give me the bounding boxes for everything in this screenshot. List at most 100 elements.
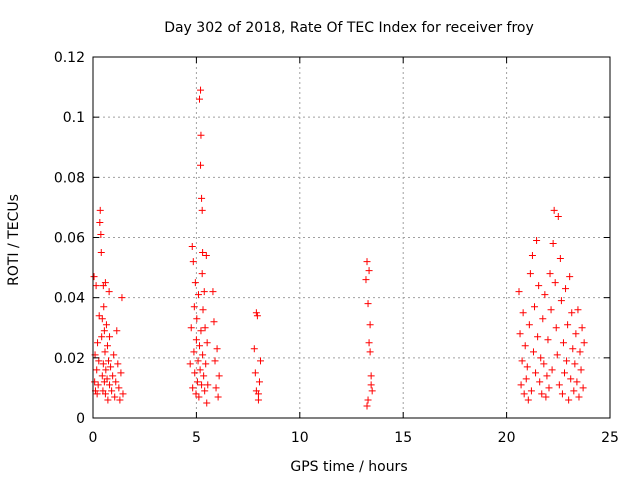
data-point [186,360,194,368]
data-point [528,252,536,260]
data-point [99,360,107,368]
y-axis-label: ROTI / TECUs [6,194,22,286]
data-point [542,393,550,401]
data-point [532,369,540,377]
x-tick-label: 5 [192,430,201,446]
data-point [522,375,530,383]
data-point [215,372,223,380]
data-point [517,381,525,389]
data-point [526,270,534,278]
data-point [116,396,124,404]
data-point [199,249,207,257]
data-point [200,372,208,380]
data-point [193,315,201,323]
y-tick-label: 0.08 [54,170,85,186]
data-point [563,357,571,365]
data-point [97,249,105,257]
data-point [119,390,127,398]
axis-ticks [92,56,611,419]
data-point [525,321,533,329]
data-point [196,342,204,350]
data-point [101,390,109,398]
data-point [105,288,113,296]
data-point [574,306,582,314]
data-point [102,321,110,329]
data-point [559,339,567,347]
data-point [198,194,206,202]
data-point [570,387,578,395]
data-point [98,372,106,380]
data-point [101,279,109,287]
data-point [543,372,551,380]
data-point [576,348,584,356]
data-point [527,387,535,395]
data-point [190,348,198,356]
data-point [98,333,106,341]
data-point [95,357,103,365]
data-point [198,206,206,214]
data-point [367,381,375,389]
data-point [202,360,210,368]
data-point [201,324,209,332]
x-tick-label: 20 [498,430,516,446]
data-point [198,381,206,389]
data-point [97,230,105,238]
data-point [118,294,126,302]
data-point [366,348,374,356]
data-point [92,282,100,290]
data-point [257,357,265,365]
data-point [115,384,123,392]
data-point [561,369,569,377]
data-point [537,354,545,362]
data-point [193,378,201,386]
data-point [98,315,106,323]
data-point [579,384,587,392]
data-point [191,369,199,377]
data-point [564,321,572,329]
data-point [117,369,125,377]
data-point [199,351,207,359]
data-point [254,390,262,398]
data-point [516,330,524,338]
data-point [578,324,586,332]
data-point [518,357,526,365]
data-point [108,387,116,395]
data-point [554,212,562,220]
data-point [565,396,573,404]
data-point [519,309,527,317]
data-point [529,348,537,356]
data-point [569,345,577,353]
data-point [568,309,576,317]
data-point [541,291,549,299]
data-point [196,366,204,374]
data-point [573,378,581,386]
data-point [540,360,548,368]
x-axis-label: GPS time / hours [290,459,407,475]
data-point [546,270,554,278]
data-point [553,351,561,359]
data-point [94,381,102,389]
data-point [539,315,547,323]
data-point [365,267,373,275]
data-point [101,348,109,356]
data-point [577,366,585,374]
data-point [580,339,588,347]
data-point [197,131,205,139]
data-point [194,357,202,365]
data-point [204,381,212,389]
data-point [551,279,559,287]
data-point [366,321,374,329]
data-point [254,396,262,404]
data-point [103,342,111,350]
data-point [91,378,99,386]
data-point [107,363,115,371]
y-tick-label: 0.04 [54,291,85,307]
data-point [93,366,101,374]
data-point [363,402,371,410]
data-point [556,255,564,263]
data-point [575,393,583,401]
data-point [552,324,560,332]
data-point [194,291,202,299]
data-point [200,288,208,296]
